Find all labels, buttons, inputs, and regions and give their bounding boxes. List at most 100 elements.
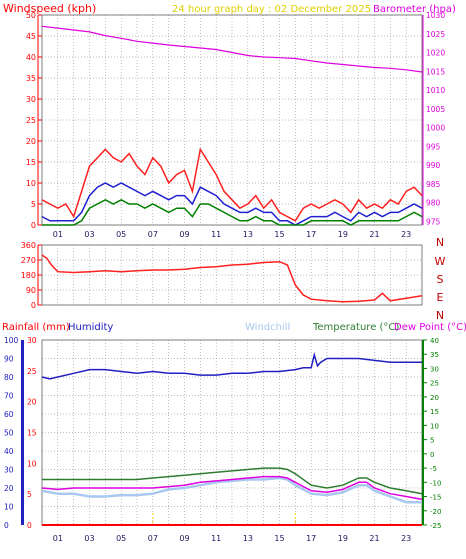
panel1-xtick-label: 11	[211, 230, 221, 239]
rain-axis-bar	[21, 340, 24, 525]
panel3-humidity-tick-label: 30	[4, 466, 14, 475]
panel3-xtick-label: 13	[243, 534, 253, 543]
panel3-humidity-tick-label: 60	[4, 410, 14, 419]
panel1-xtick-label: 19	[338, 230, 348, 239]
panel3-temp-tick-label: -20	[430, 508, 441, 516]
rainfall-label: Rainfall (mm)	[2, 322, 70, 333]
panel3-xtick-label: 21	[369, 534, 379, 543]
panel1-ytick-label: 5	[31, 200, 36, 209]
panel1-ytick-label: 20	[26, 137, 36, 146]
panel1-y2tick-label: 1010	[426, 86, 445, 95]
panel3-temp-tick-label: 25	[430, 380, 439, 388]
panel2-ytick-label: 90	[26, 286, 36, 295]
panel3-humidity-tick-label: 90	[4, 355, 14, 364]
panel1-xtick-label: 03	[84, 230, 94, 239]
windchill-label: Windchill	[245, 322, 290, 333]
panel2-ytick-label: 0	[31, 301, 36, 310]
compass-label: E	[437, 291, 444, 304]
panel3-temp-tick-label: -10	[430, 479, 441, 487]
panel1-xtick-label: 17	[306, 230, 316, 239]
panel3-xtick-label: 01	[53, 534, 63, 543]
humidity-label: Humidity	[68, 322, 113, 333]
panel2-ytick-label: 180	[21, 271, 36, 280]
panel3-rain-tick-label: 25	[27, 367, 37, 376]
panel3-humidity-tick-label: 80	[4, 373, 14, 382]
panel1-ytick-label: 15	[26, 158, 36, 167]
panel3-series-windchill	[41, 476, 422, 504]
panel3-temp-tick-label: 20	[430, 394, 439, 402]
panel3-rain-tick-label: 20	[27, 398, 37, 407]
chart-layer: 0510152025303540455097598098599099510001…	[4, 11, 446, 543]
panel1-ytick-label: 40	[26, 53, 36, 62]
panel3-temp-tick-label: 10	[430, 422, 439, 430]
panel1-ytick-label: 10	[26, 179, 36, 188]
panel1-ytick-label: 30	[26, 95, 36, 104]
panel3-series-temperature-c-	[42, 467, 423, 495]
panel3-temp-tick-label: 30	[430, 365, 439, 373]
panel1-ytick-label: 25	[26, 116, 36, 125]
panel1-ytick-label: 45	[26, 32, 36, 41]
panel3-humidity-tick-label: 20	[4, 484, 14, 493]
panel1-series-wind-low	[42, 198, 423, 226]
panel3-xtick-label: 07	[148, 534, 158, 543]
panel3-temp-tick-label: 35	[430, 351, 439, 359]
panel1-y2tick-label: 1005	[426, 105, 445, 114]
panel1-xtick-label: 09	[179, 230, 189, 239]
panel3-rain-tick-label: 0	[27, 521, 32, 530]
panel3-xtick-label: 11	[211, 534, 221, 543]
panel3-xtick-label: 05	[116, 534, 126, 543]
panel3-xtick-label: 09	[179, 534, 189, 543]
panel1-xtick-label: 23	[401, 230, 411, 239]
panel1-y2tick-label: 1015	[426, 67, 445, 76]
graph-day-title: 24 hour graph day : 02 December 2025	[172, 4, 371, 15]
panel2-ytick-label: 360	[21, 241, 36, 250]
compass-label: N	[436, 309, 444, 322]
panel1-ytick-label: 0	[31, 221, 36, 230]
panel3-humidity-tick-label: 0	[4, 521, 9, 530]
panel3-series-dew-point-c-	[41, 475, 423, 501]
panel3-humidity-tick-label: 50	[4, 429, 14, 438]
panel3-rain-tick-label: 30	[27, 336, 37, 345]
panel2-series-wind-direction	[41, 254, 423, 303]
panel2-ytick-label: 270	[21, 256, 36, 265]
barometer-title: Barometer (hpa)	[373, 4, 456, 15]
panel1-y2tick-label: 995	[426, 142, 441, 151]
panel1-y2tick-label: 1000	[426, 124, 445, 133]
panel3-xtick-label: 23	[401, 534, 411, 543]
panel1-series-wind-gust	[41, 147, 423, 222]
panel3-temp-tick-label: 0	[430, 451, 434, 459]
panel1-ytick-label: 50	[26, 11, 36, 20]
panel1-xtick-label: 15	[274, 230, 284, 239]
panel3-temp-tick-label: 15	[430, 408, 439, 416]
compass-label: W	[435, 255, 446, 268]
panel1-y2tick-label: 1025	[426, 30, 445, 39]
panel1-y2tick-label: 1030	[426, 11, 445, 20]
panel1-series-barometer-hpa-	[41, 25, 423, 73]
compass-label: N	[436, 236, 444, 249]
panel1-xtick-label: 13	[243, 230, 253, 239]
panel3-humidity-tick-label: 100	[4, 336, 19, 345]
panel1-xtick-label: 21	[369, 230, 379, 239]
panel3-humidity-tick-label: 10	[4, 503, 14, 512]
panel3-xtick-label: 03	[84, 534, 94, 543]
panel3-rain-tick-label: 10	[27, 459, 37, 468]
panel1-y2tick-label: 990	[426, 161, 441, 170]
panel3-xtick-label: 17	[306, 534, 316, 543]
panel3-temp-tick-label: 40	[430, 337, 439, 345]
panel1-series-wind-average	[41, 182, 423, 226]
dewpoint-label: Dew Point (°C)	[394, 322, 466, 333]
panel1-xtick-label: 07	[148, 230, 158, 239]
panel1-y2tick-label: 1020	[426, 49, 445, 58]
panel1-xtick-label: 05	[116, 230, 126, 239]
panel1-y2tick-label: 985	[426, 180, 441, 189]
panel3-temp-tick-label: -5	[430, 465, 437, 473]
panel3-temp-tick-label: -25	[430, 522, 441, 530]
panel1-ytick-label: 35	[26, 74, 36, 83]
panel1-y2tick-label: 980	[426, 199, 441, 208]
windspeed-title: Windspeed (kph)	[3, 2, 96, 15]
panel3-temp-tick-label: 5	[430, 437, 434, 445]
panel3-humidity-tick-label: 40	[4, 447, 14, 456]
panel3-series-humidity	[41, 351, 422, 380]
